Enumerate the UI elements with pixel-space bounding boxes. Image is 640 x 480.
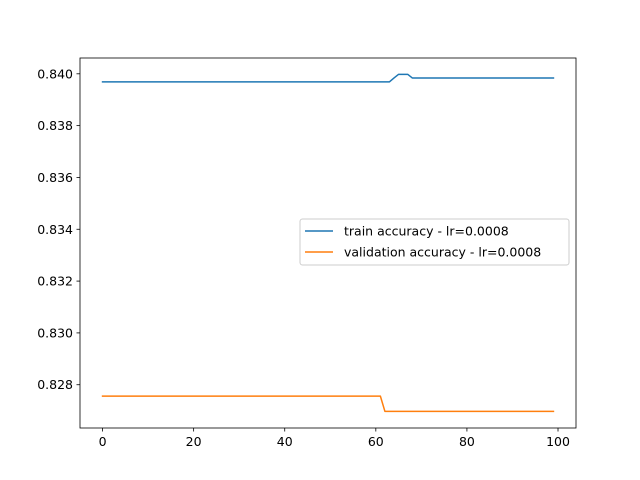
x-tick-label: 60	[368, 434, 384, 449]
x-tick-label: 0	[99, 434, 107, 449]
x-tick-label: 20	[186, 434, 202, 449]
y-tick-label: 0.834	[37, 222, 73, 237]
series-layer	[101, 73, 555, 413]
y-tick-label: 0.838	[37, 118, 73, 133]
series-line-2	[101, 395, 555, 413]
legend-box	[299, 218, 570, 266]
y-tick-label: 0.840	[37, 66, 73, 81]
ticks: 0 20 40 60 80 100 0.828 0.830 0.832 0.834 0.836 0.8…	[37, 66, 570, 449]
x-tick-label: 100	[546, 434, 570, 449]
axes-frame	[79, 57, 577, 429]
legend: train accuracy - lr=0.0008 validation acc…	[299, 218, 570, 266]
legend-label-1: train accuracy - lr=0.0008	[344, 224, 509, 239]
x-tick-label: 80	[459, 434, 475, 449]
y-tick-label: 0.832	[37, 274, 73, 289]
x-tick-label: 40	[277, 434, 293, 449]
y-tick-label: 0.828	[37, 377, 73, 392]
y-tick-label: 0.836	[37, 170, 73, 185]
legend-label-2: validation accuracy - lr=0.0008	[344, 245, 541, 260]
y-tick-label: 0.830	[37, 325, 73, 340]
series-line-1	[101, 73, 555, 83]
